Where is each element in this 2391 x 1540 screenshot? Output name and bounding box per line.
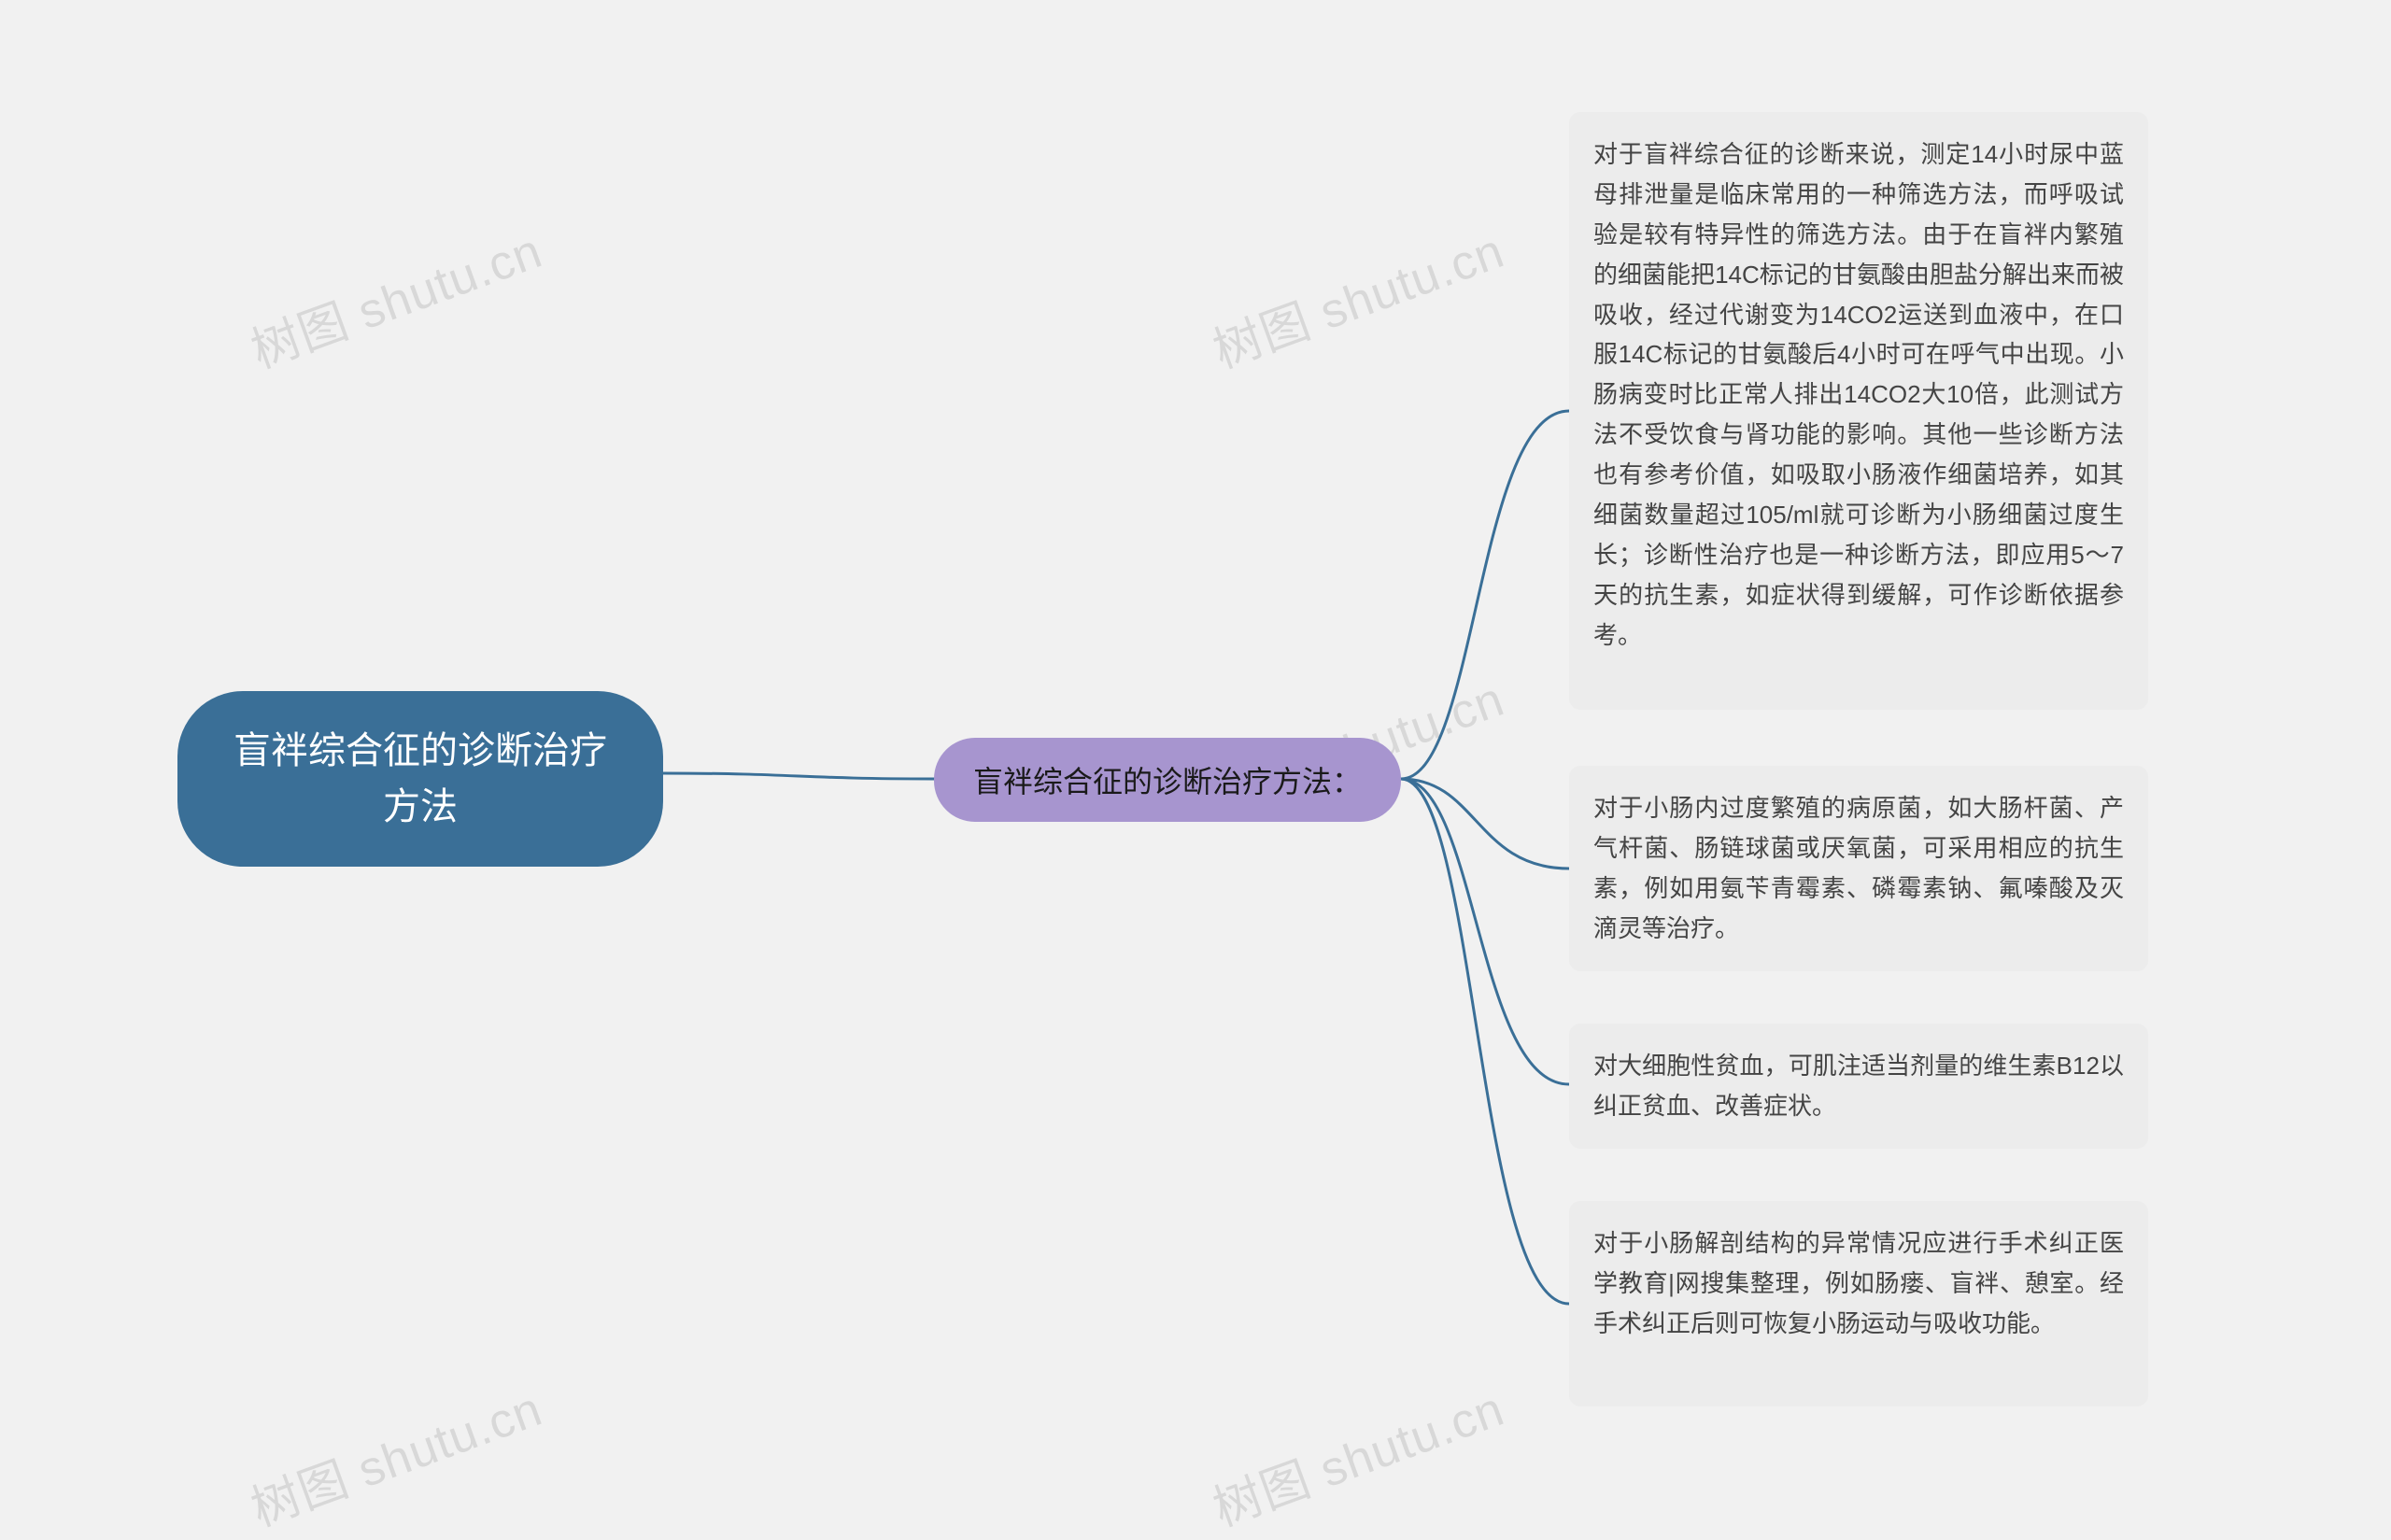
leaf-node-1[interactable]: 对于小肠内过度繁殖的病原菌，如大肠杆菌、产气杆菌、肠链球菌或厌氧菌，可采用相应的… [1569,766,2148,971]
leaf-node-0[interactable]: 对于盲袢综合征的诊断来说，测定14小时尿中蓝母排泄量是临床常用的一种筛选方法，而… [1569,112,2148,710]
watermark-5: 树图 shutu.cn [1202,1370,1512,1540]
root-node[interactable]: 盲袢综合征的诊断治疗方法 [177,691,663,867]
sub-node[interactable]: 盲袢综合征的诊断治疗方法： [934,738,1401,822]
watermark-2: 树图 shutu.cn [240,1370,550,1540]
leaf-node-2[interactable]: 对大细胞性贫血，可肌注适当剂量的维生素B12以纠正贫血、改善症状。 [1569,1024,2148,1149]
leaf-node-3[interactable]: 对于小肠解剖结构的异常情况应进行手术纠正医学教育|网搜集整理，例如肠瘘、盲袢、憩… [1569,1201,2148,1406]
watermark-0: 树图 shutu.cn [240,212,550,382]
mindmap-canvas: 树图 shutu.cn树图 shutu.cn树图 shutu.cn树图 shut… [0,0,2391,1504]
watermark-3: 树图 shutu.cn [1202,212,1512,382]
